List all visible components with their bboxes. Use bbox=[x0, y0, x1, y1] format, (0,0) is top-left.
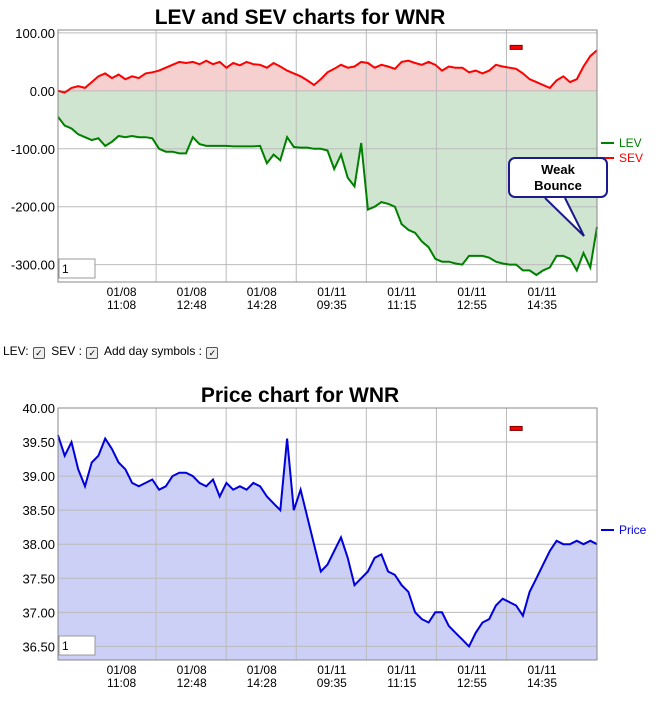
add-day-symbols-checkbox[interactable]: ✓ bbox=[206, 347, 219, 359]
zoom-input-value: 1 bbox=[62, 639, 69, 653]
callout-pointer bbox=[544, 197, 585, 237]
y-tick-label: 40.00 bbox=[22, 401, 55, 416]
sev-checkbox[interactable]: ✓ bbox=[86, 347, 99, 359]
x-tick-date: 01/11 bbox=[387, 663, 416, 677]
price-chart: Price chart for WNR 40.00 39.50 39.00 38.50 3… bbox=[22, 384, 647, 690]
legend-label-lev: LEV bbox=[619, 136, 642, 150]
x-tick-time: 11:15 bbox=[387, 676, 416, 690]
zoom-input bbox=[58, 635, 96, 656]
y-tick-label: -100.00 bbox=[11, 142, 55, 157]
x-tick-date: 01/08 bbox=[107, 663, 137, 677]
legend-label-price: Price bbox=[619, 523, 647, 537]
chart-title: Price chart for WNR bbox=[201, 384, 399, 407]
x-tick-time: 14:35 bbox=[527, 298, 557, 310]
y-tick-label: 37.50 bbox=[22, 571, 55, 586]
x-tick-time: 11:15 bbox=[387, 298, 416, 310]
add-day-symbols-label: Add day symbols : bbox=[103, 344, 203, 358]
x-tick-date: 01/08 bbox=[247, 663, 277, 677]
sev-label: SEV : bbox=[51, 344, 82, 358]
plot-frame bbox=[57, 407, 598, 661]
lev-checkbox[interactable]: ✓ bbox=[32, 347, 45, 359]
zoom-input bbox=[58, 258, 96, 279]
x-tick-time: 12:55 bbox=[457, 298, 487, 310]
x-tick-date: 01/08 bbox=[247, 285, 277, 299]
weak-bounce-callout: Weak Bounce bbox=[508, 157, 608, 198]
x-tick-time: 12:48 bbox=[177, 298, 207, 310]
series-area-price bbox=[58, 435, 597, 660]
chart-controls: LEV: ✓ SEV : ✓ Add day symbols : ✓ bbox=[3, 344, 221, 359]
y-tick-label: 37.00 bbox=[22, 605, 55, 620]
day-marker bbox=[509, 44, 523, 50]
lev-label: LEV: bbox=[3, 344, 29, 358]
y-tick-label: 36.50 bbox=[22, 639, 55, 654]
y-tick-label: -300.00 bbox=[11, 258, 55, 273]
plot-frame bbox=[57, 29, 598, 283]
series-line-price bbox=[57, 434, 598, 649]
x-tick-date: 01/08 bbox=[107, 285, 137, 299]
x-tick-time: 14:28 bbox=[247, 676, 277, 690]
y-tick-label: 38.50 bbox=[22, 503, 55, 518]
x-tick-date: 01/08 bbox=[177, 285, 207, 299]
series-area-sev bbox=[58, 50, 597, 93]
x-tick-time: 11:08 bbox=[107, 676, 136, 690]
lev-sev-chart: LEV and SEV charts for WNR 100.00 0.00 -100… bbox=[11, 6, 643, 310]
x-tick-time: 12:48 bbox=[177, 676, 207, 690]
callout-line2: Bounce bbox=[534, 178, 582, 193]
x-tick-date: 01/11 bbox=[387, 285, 416, 299]
zoom-input-value: 1 bbox=[62, 262, 69, 276]
y-tick-label: 39.50 bbox=[22, 435, 55, 450]
x-tick-date: 01/11 bbox=[457, 663, 486, 677]
x-tick-date: 01/11 bbox=[317, 285, 346, 299]
day-marker bbox=[509, 425, 523, 431]
y-tick-label: -200.00 bbox=[11, 200, 55, 215]
x-tick-time: 09:35 bbox=[317, 298, 347, 310]
legend-label-sev: SEV bbox=[619, 151, 643, 165]
y-tick-label: 100.00 bbox=[15, 26, 55, 41]
series-line-sev bbox=[57, 49, 598, 94]
x-tick-date: 01/11 bbox=[457, 285, 486, 299]
x-tick-time: 12:55 bbox=[457, 676, 487, 690]
y-tick-label: 0.00 bbox=[30, 84, 55, 99]
y-tick-label: 39.00 bbox=[22, 469, 55, 484]
x-tick-date: 01/11 bbox=[527, 285, 556, 299]
chart-title: LEV and SEV charts for WNR bbox=[155, 6, 446, 29]
x-tick-time: 11:08 bbox=[107, 298, 136, 310]
x-tick-date: 01/08 bbox=[177, 663, 207, 677]
x-tick-date: 01/11 bbox=[317, 663, 346, 677]
y-tick-label: 38.00 bbox=[22, 537, 55, 552]
x-tick-time: 14:28 bbox=[247, 298, 277, 310]
callout-line1: Weak bbox=[541, 162, 575, 177]
x-tick-time: 14:35 bbox=[527, 676, 557, 690]
x-tick-time: 09:35 bbox=[317, 676, 347, 690]
x-tick-date: 01/11 bbox=[527, 663, 556, 677]
series-line-lev bbox=[57, 116, 598, 277]
